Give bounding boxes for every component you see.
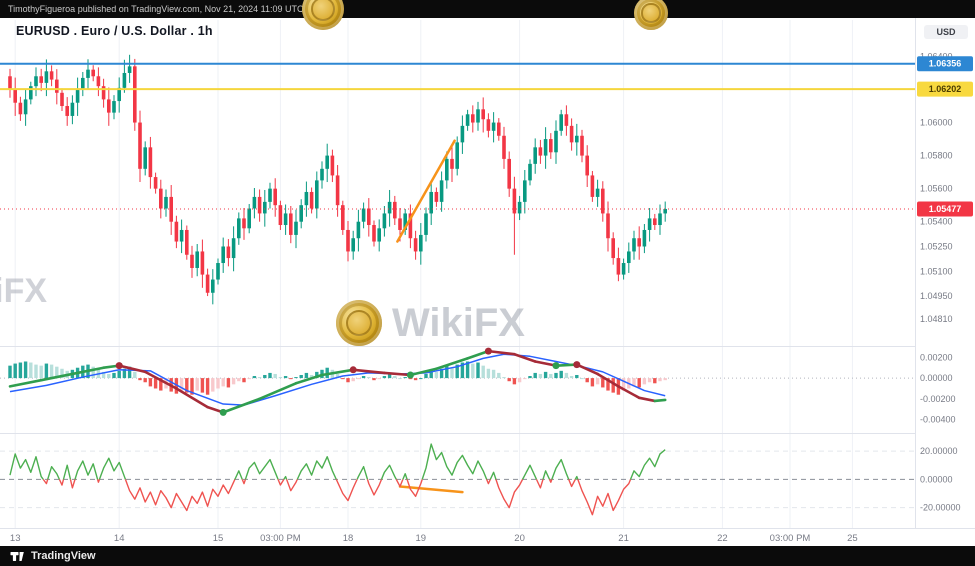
svg-text:1.05800: 1.05800 <box>920 151 953 161</box>
svg-text:18: 18 <box>343 533 354 544</box>
svg-text:-0.00400: -0.00400 <box>920 415 956 425</box>
svg-text:1.05477: 1.05477 <box>929 204 962 214</box>
svg-text:1.04950: 1.04950 <box>920 291 953 301</box>
svg-text:03:00 PM: 03:00 PM <box>770 533 811 544</box>
price-levels <box>0 62 915 210</box>
svg-text:13: 13 <box>10 533 21 544</box>
oscillator-line <box>9 443 666 516</box>
attribution-text: TimothyFigueroa published on TradingView… <box>8 4 314 14</box>
symbol-title: EURUSD . Euro / U.S. Dollar . 1h <box>16 24 213 38</box>
svg-text:1.05250: 1.05250 <box>920 241 953 251</box>
wikifx-watermark-partial: WikiFX <box>0 272 48 310</box>
time-axis[interactable]: 13 14 15 03:00 PM 18 19 20 21 22 03:00 PM 25 <box>10 533 858 544</box>
svg-text:21: 21 <box>618 533 629 544</box>
wikifx-watermark-text: WikiFX <box>392 300 525 345</box>
candlestick-series <box>8 54 667 305</box>
svg-text:20.00000: 20.00000 <box>920 446 958 456</box>
svg-text:1.06202: 1.06202 <box>929 84 962 94</box>
svg-text:14: 14 <box>114 533 125 544</box>
price-level-badge <box>917 81 973 97</box>
svg-text:0.00200: 0.00200 <box>920 352 953 362</box>
svg-text:03:00 PM: 03:00 PM <box>260 533 301 544</box>
svg-text:1.04810: 1.04810 <box>920 314 953 324</box>
svg-text:-20.00000: -20.00000 <box>920 503 961 513</box>
svg-text:1.05400: 1.05400 <box>920 217 953 227</box>
attribution-bar: TimothyFigueroa published on TradingView… <box>0 0 975 18</box>
tradingview-brand-label[interactable]: TradingView <box>31 550 96 562</box>
svg-text:22: 22 <box>717 533 728 544</box>
tradingview-logo-icon <box>10 551 24 561</box>
svg-text:1.06356: 1.06356 <box>929 59 962 69</box>
price-axis[interactable]: 1.064001.062001.060001.058001.056001.054… <box>917 51 973 513</box>
svg-text:1.05100: 1.05100 <box>920 266 953 276</box>
svg-text:1.05600: 1.05600 <box>920 184 953 194</box>
wikifx-coin-icon <box>336 300 382 346</box>
currency-badge[interactable]: USD <box>924 25 968 39</box>
footer-bar: TradingView <box>0 546 975 566</box>
wikifx-watermark: WikiFX <box>336 300 525 346</box>
svg-text:20: 20 <box>514 533 525 544</box>
svg-text:1.06000: 1.06000 <box>920 118 953 128</box>
macd-lines <box>8 347 667 416</box>
svg-text:25: 25 <box>847 533 858 544</box>
svg-text:0.00000: 0.00000 <box>920 373 953 383</box>
svg-text:-0.00200: -0.00200 <box>920 394 956 404</box>
price-level-badge <box>917 56 973 72</box>
reference-lines <box>0 377 915 509</box>
wikifx-coin-icon <box>634 0 668 30</box>
svg-text:15: 15 <box>213 533 224 544</box>
svg-text:19: 19 <box>416 533 427 544</box>
svg-text:0.00000: 0.00000 <box>920 474 953 484</box>
price-level-badge <box>917 201 973 217</box>
pane-borders <box>0 18 975 529</box>
